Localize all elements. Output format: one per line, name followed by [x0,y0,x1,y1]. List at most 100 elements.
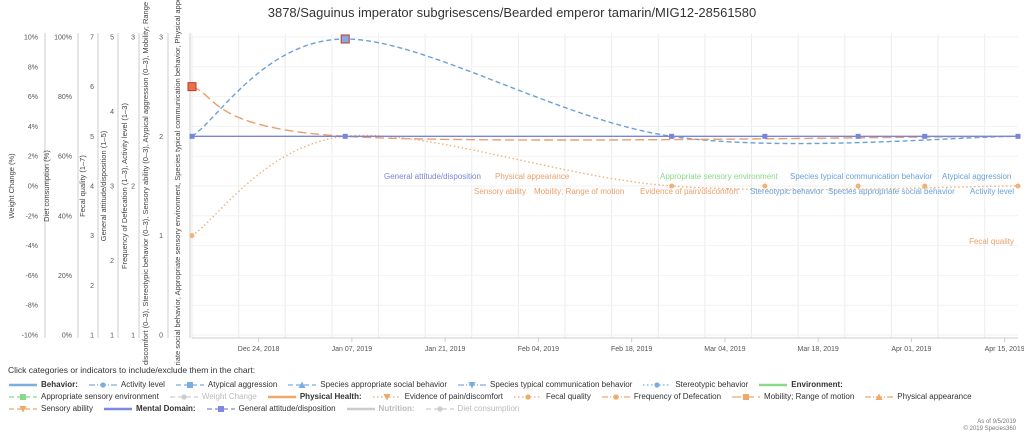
copyright: © 2019 Species360 [963,426,1016,432]
legend-marker [875,393,883,400]
data-point [1015,183,1021,189]
legend-item[interactable]: Activity level [88,379,165,391]
legend-instruction: Click categories or indicators to includ… [8,365,256,375]
y-tick-label: 3 [159,35,163,42]
y-tick-label: 3 [131,35,135,42]
legend-item[interactable]: Appropriate sensory environment [8,391,159,403]
y-tick-label: -2% [26,213,38,220]
legend-label: Nutrition: [378,404,415,413]
legend-marker [181,394,187,400]
legend-item[interactable]: Evidence of pain/discomfort [372,391,503,403]
legend-marker [100,382,106,388]
data-point [189,133,195,139]
legend-marker [383,393,391,401]
data-point [187,82,197,92]
y-tick-label: 2 [110,258,114,265]
legend-item[interactable]: Weight Change [169,391,257,403]
data-point [669,133,675,139]
legend-row: Behavior: Activity level Atypical aggressi… [8,379,1018,391]
y-tick-label: 1 [159,233,163,240]
legend-item[interactable]: Behavior: [8,379,78,391]
x-axis: Dec 24, 2018 Jan 07, 2019 Jan 21, 2019 Feb … [238,338,1024,353]
data-point [342,133,348,139]
y-tick-label: 40% [58,213,72,220]
legend-symbol [732,393,761,400]
legend-item[interactable]: Species typical communication behavior [457,379,632,391]
legend-symbol [458,381,487,389]
legend-label: Mental Domain: [136,404,196,413]
annotation-label: Fecal quality [969,237,1014,246]
x-tick-label: Mar 18, 2019 [798,346,839,353]
data-point [762,133,768,139]
series [187,34,1021,239]
annotation-label: Species appropriate social behavior [828,187,955,196]
chart: 3878/Saguinus imperator subgrisescens/Be… [7,0,1024,365]
y-tick-label: 2% [28,154,38,161]
legend-label: Sensory ability [41,404,94,413]
y-axis-title: Evidence of pain/discomfort (0–3), Stere… [141,0,150,365]
y-axis-title: Species appropriate social behavior, App… [173,0,182,365]
legend-item[interactable]: Nutrition: [346,403,415,415]
annotation-label: Mobility; Range of motion [534,187,624,196]
legend-label: Physical appearance [897,392,972,401]
y-tick-label: 7 [90,35,94,42]
legend-symbol [865,393,894,400]
legend-item[interactable]: Physical appearance [864,391,972,403]
legend-symbol [643,382,672,388]
series-line [191,86,1019,141]
y-tick-label: 5 [90,134,94,141]
legend-label: Stereotypic behavior [675,380,749,389]
legend-symbol [288,381,317,388]
legend: Click categories or indicators to includ… [8,365,1018,415]
legend-row: Appropriate sensory environment Weight Ch… [8,391,1018,403]
legend-item[interactable]: Diet consumption [425,403,519,415]
as-of-date: As of 9/5/2019 [977,419,1016,425]
annotation-label: General attitude/disposition [384,172,481,181]
y-tick-label: 1 [131,333,135,340]
legend-symbol [104,407,133,411]
x-tick-label: Apr 01, 2019 [891,346,931,353]
legend-item[interactable]: Sensory ability [8,403,93,415]
data-point [340,34,350,44]
legend-item[interactable]: Atypical aggression [175,379,277,391]
annotation-label: Physical appearance [495,172,570,181]
legend-marker [436,406,443,412]
y-axis-title: Diet consumption (%) [42,150,51,222]
legend-marker [298,381,306,388]
data-point [922,183,928,189]
y-tick-label: 8% [28,64,38,71]
legend-item[interactable]: Species appropriate social behavior [287,379,447,391]
y-tick-label: 4 [90,184,94,191]
legend-item[interactable]: Environment: [758,379,843,391]
y-tick-label: 100% [54,35,72,42]
y-tick-label: 0% [28,184,38,191]
x-tick-label: Feb 04, 2019 [518,346,559,353]
legend-item[interactable]: Mental Domain: [103,403,196,415]
legend-item[interactable]: Physical Health: [267,391,362,403]
legend-marker [743,393,750,400]
legend-marker [186,381,193,388]
legend-row: Sensory ability Mental Domain: General att… [8,403,1018,415]
legend-marker [654,382,660,388]
legend-label: Behavior: [41,380,78,389]
legend-label: Species appropriate social behavior [320,380,448,389]
legend-item[interactable]: Stereotypic behavior [642,379,748,391]
y-tick-label: 2 [131,184,135,191]
annotation-label: Sensory ability [474,187,526,196]
y-tick-label: -4% [26,243,38,250]
y-tick-label: 2 [159,134,163,141]
legend-marker [19,405,27,413]
legend-marker [525,394,531,400]
data-point [855,183,861,189]
legend-item[interactable]: Mobility; Range of motion [731,391,854,403]
legend-symbol [88,382,117,388]
legend-label: Physical Health: [299,392,362,401]
y-axis-title: General attitude/disposition (1–5) [99,130,108,241]
annotation-label: Appropriate sensory environment [660,172,779,181]
y-tick-label: 0% [62,333,72,340]
legend-label: Activity level [120,380,165,389]
legend-marker [613,394,619,400]
legend-item[interactable]: Frequency of Defecation [601,391,721,403]
legend-item[interactable]: General attitude/disposition [206,403,336,415]
legend-item[interactable]: Fecal quality [513,391,591,403]
